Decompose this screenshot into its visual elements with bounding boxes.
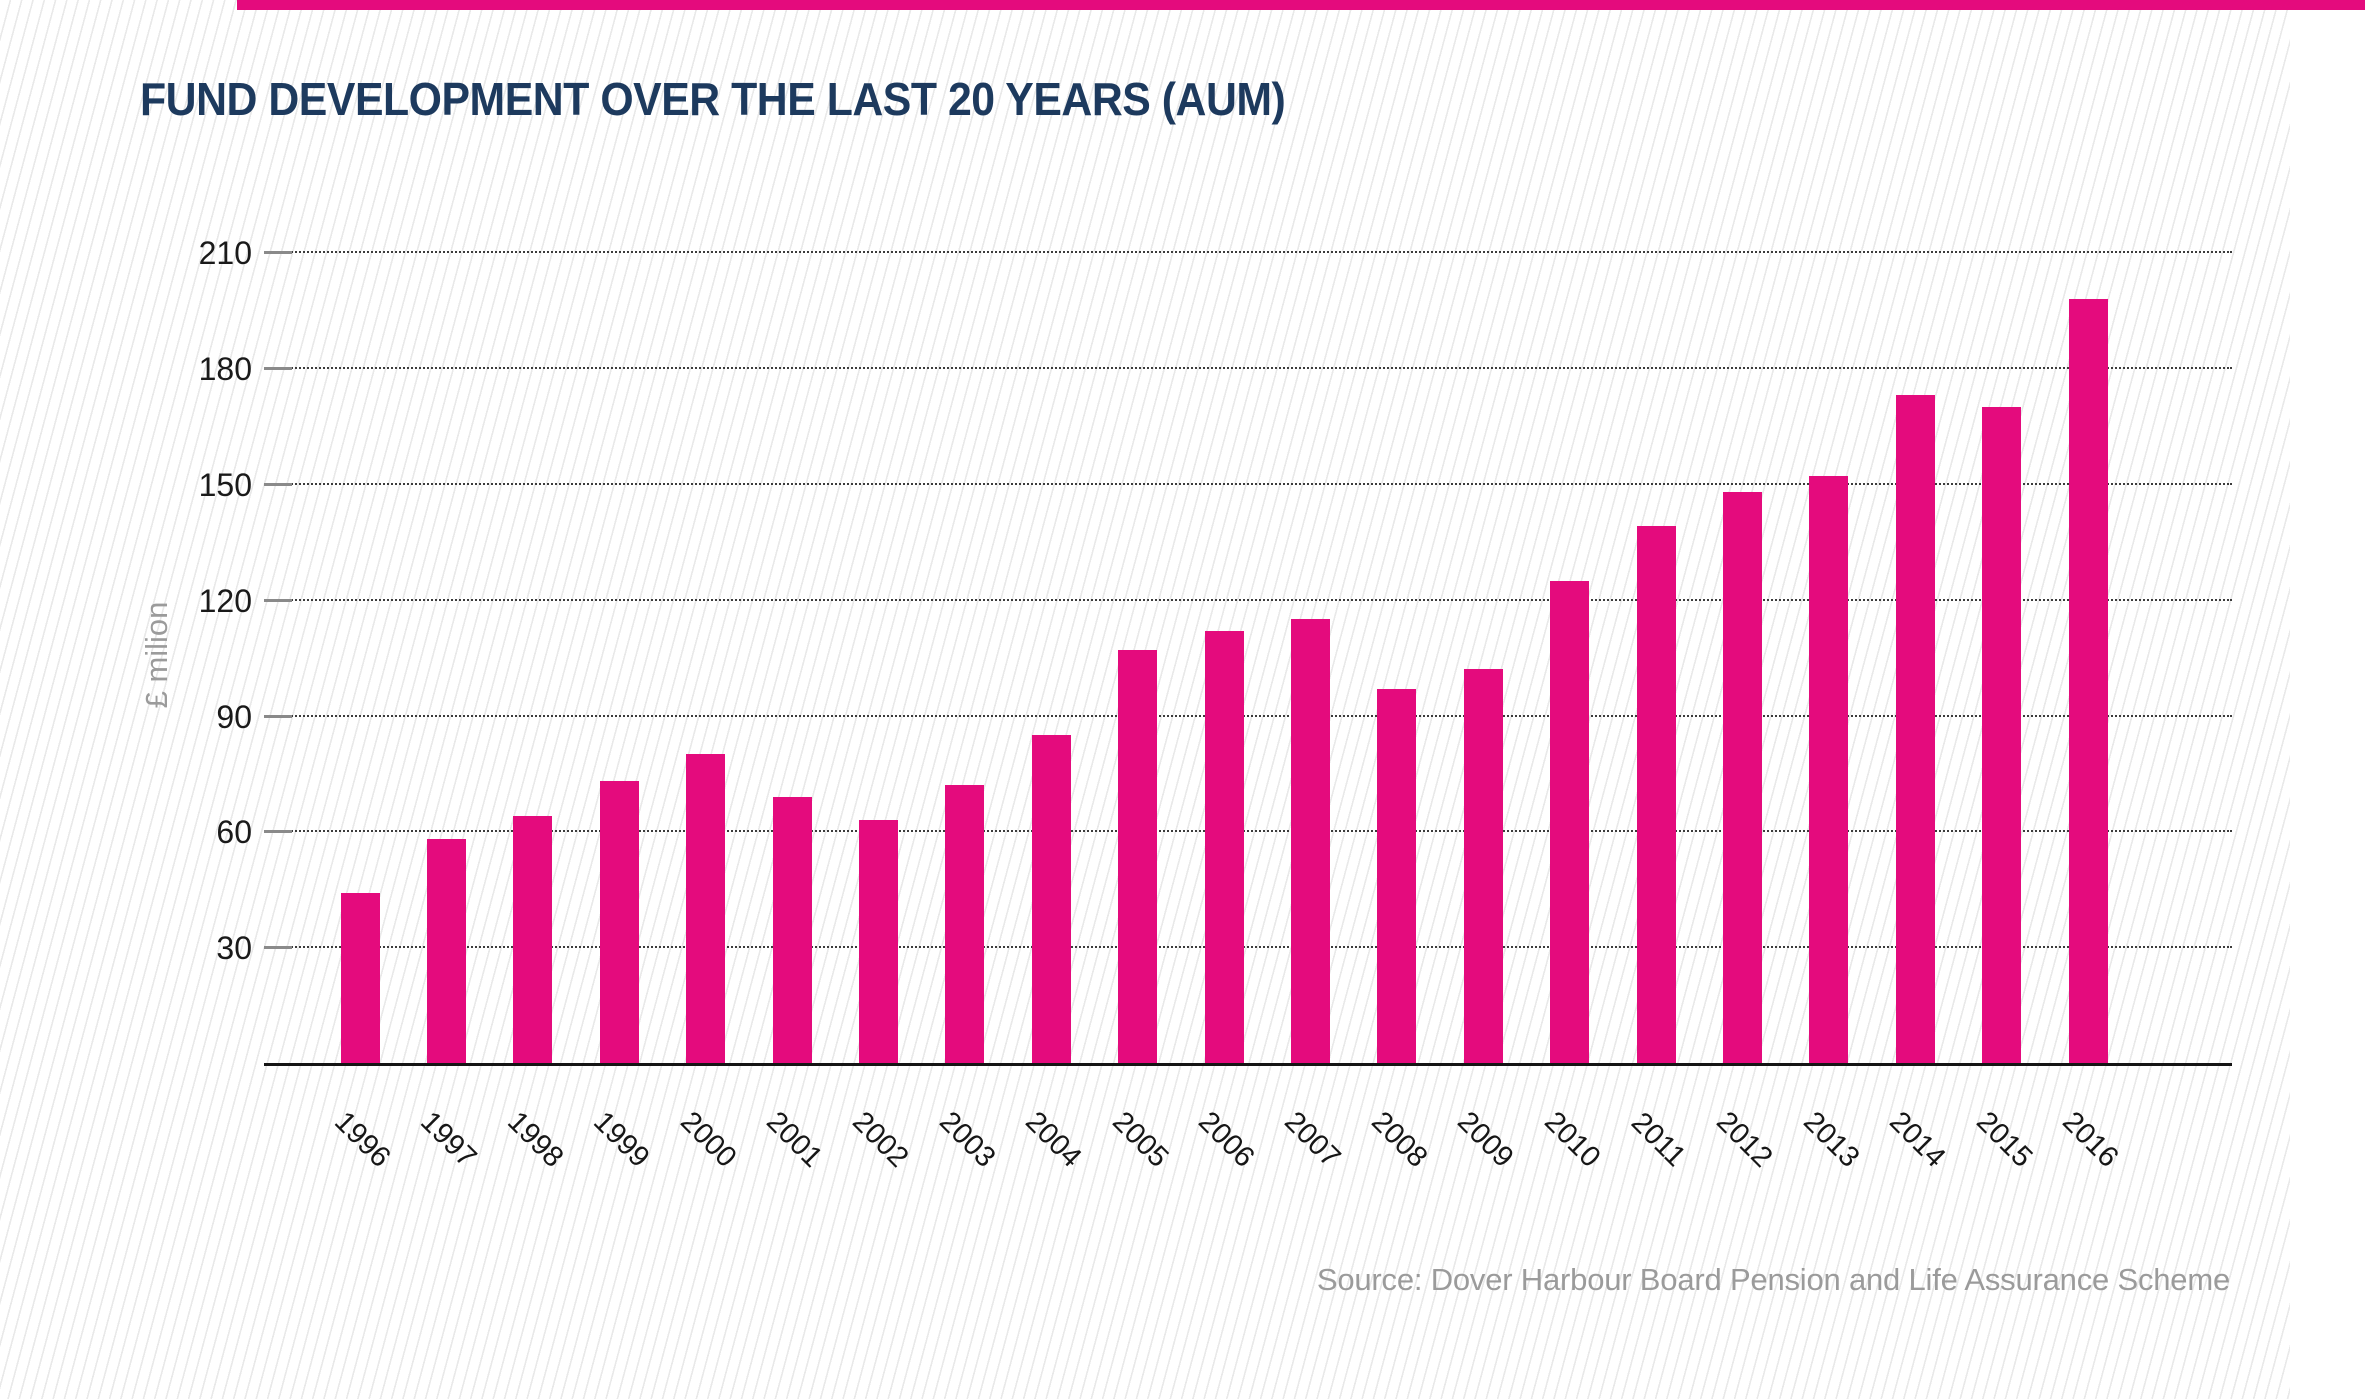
bar-2013	[1809, 476, 1849, 1063]
bar-2002	[858, 819, 898, 1063]
x-tick-label-2010: 2010	[1537, 1105, 1607, 1174]
bar-2006	[1204, 630, 1244, 1063]
gridline-60	[264, 830, 2232, 834]
bar-2004	[1031, 734, 1071, 1063]
bar-2000	[686, 754, 726, 1063]
chart-title: FUND DEVELOPMENT OVER THE LAST 20 YEARS …	[140, 73, 1286, 125]
bar-2015	[1982, 406, 2022, 1063]
tick-mark	[264, 367, 292, 371]
y-tick-label-30: 30	[216, 930, 252, 967]
gridline-180	[264, 367, 2232, 371]
bar-1996	[340, 893, 380, 1063]
gridline-210	[264, 251, 2232, 255]
x-tick-label-2009: 2009	[1451, 1105, 1520, 1174]
y-tick-label-210: 210	[198, 235, 252, 272]
gridline-120	[264, 598, 2232, 602]
x-tick-label-1998: 1998	[501, 1105, 570, 1174]
x-tick-label-2002: 2002	[846, 1105, 915, 1174]
bar-2010	[1550, 580, 1590, 1063]
tick-mark	[264, 483, 292, 486]
x-tick-label-2014: 2014	[1883, 1105, 1952, 1174]
tick-mark	[264, 830, 292, 834]
x-tick-label-2007: 2007	[1278, 1105, 1347, 1174]
bar-1997	[426, 839, 466, 1063]
x-tick-label-2012: 2012	[1710, 1105, 1779, 1174]
bar-1999	[599, 781, 639, 1063]
tick-mark	[264, 251, 292, 255]
x-tick-label-1999: 1999	[587, 1105, 656, 1174]
bar-2009	[1463, 669, 1503, 1063]
x-tick-label-2016: 2016	[2056, 1105, 2125, 1174]
x-tick-label-2004: 2004	[1019, 1105, 1088, 1174]
x-tick-label-2015: 2015	[1969, 1105, 2039, 1174]
x-tick-label-2006: 2006	[1192, 1105, 1261, 1174]
bar-2008	[1377, 688, 1417, 1063]
bar-2011	[1636, 526, 1676, 1063]
x-axis-line	[264, 1063, 2232, 1066]
bar-2014	[1895, 395, 1935, 1063]
x-tick-label-2008: 2008	[1365, 1105, 1434, 1174]
x-tick-label-2011: 2011	[1624, 1106, 1692, 1174]
gridline-30	[264, 946, 2232, 950]
bar-2016	[2068, 298, 2108, 1063]
gridline-150	[264, 483, 2232, 486]
bar-2007	[1290, 619, 1330, 1063]
bar-1998	[513, 815, 553, 1063]
bar-2003	[945, 785, 985, 1063]
y-tick-label-90: 90	[216, 698, 252, 735]
y-tick-label-180: 180	[198, 351, 252, 388]
x-tick-label-1997: 1997	[414, 1105, 483, 1174]
bar-2001	[772, 796, 812, 1063]
x-tick-label-2000: 2000	[673, 1105, 743, 1174]
y-tick-label-150: 150	[198, 467, 252, 503]
y-tick-label-120: 120	[198, 582, 252, 619]
bar-2005	[1118, 649, 1158, 1063]
top-accent-bar	[237, 0, 2365, 10]
x-tick-label-2013: 2013	[1797, 1105, 1866, 1174]
tick-mark	[264, 946, 292, 950]
x-tick-label-2003: 2003	[933, 1105, 1002, 1174]
gridline-90	[264, 714, 2232, 718]
x-tick-label-1996: 1996	[328, 1105, 397, 1174]
x-tick-label-2001: 2001	[760, 1105, 829, 1174]
tick-mark	[264, 598, 292, 602]
bar-2012	[1722, 491, 1762, 1063]
tick-mark	[264, 714, 292, 718]
source-note: Source: Dover Harbour Board Pension and …	[1316, 1262, 2230, 1297]
x-tick-label-2005: 2005	[1105, 1105, 1175, 1174]
y-tick-label-60: 60	[216, 814, 252, 851]
